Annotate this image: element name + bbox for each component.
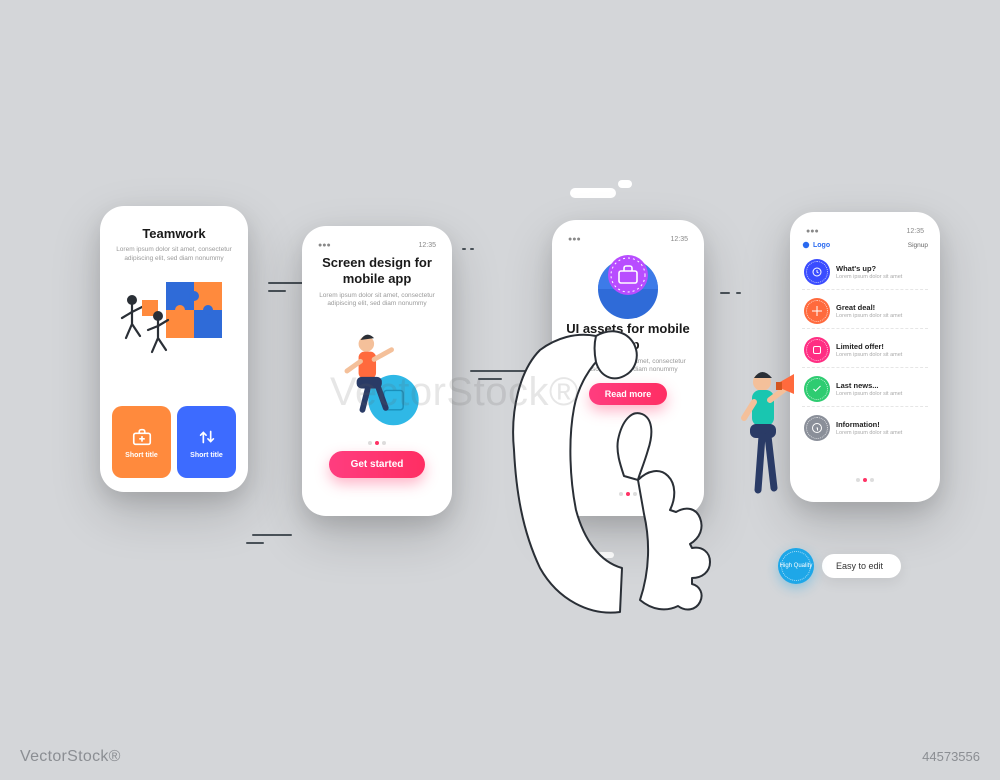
decor-dash (252, 534, 292, 536)
tile-row: Short title Short title (112, 406, 236, 478)
phone1-desc: Lorem ipsum dolor sit amet, consectetur … (115, 246, 233, 264)
item-title: Limited offer! (836, 342, 902, 351)
app-logo: Logo (802, 241, 830, 249)
decor-dash (470, 248, 474, 250)
badge-icon (804, 415, 830, 441)
badge-icon (804, 298, 830, 324)
decor-dash (268, 290, 286, 292)
signup-link[interactable]: Signup (908, 242, 928, 249)
statusbar: ●●● 12:35 (802, 228, 928, 235)
tile-b-label: Short title (190, 452, 223, 459)
watermark-text: VectorStock® (330, 370, 579, 415)
phone3-title: UI assets for mobile app (564, 321, 692, 354)
item-title: Information! (836, 420, 902, 429)
decor-dash (246, 542, 264, 544)
list-item[interactable]: Limited offer! Lorem ipsum dolor sit ame… (802, 333, 928, 368)
logo-text: Logo (813, 242, 830, 249)
swap-arrows-icon (196, 426, 218, 448)
phone2-desc: Lorem ipsum dolor sit amet, consectetur … (317, 292, 437, 310)
status-time: 12:35 (670, 236, 688, 243)
status-signal: ●●● (318, 242, 331, 249)
item-sub: Lorem ipsum dolor sit amet (836, 391, 902, 398)
decor-cloud (598, 552, 614, 558)
phone1-title: Teamwork (142, 226, 205, 242)
read-more-button[interactable]: Read more (589, 383, 668, 405)
tile-arrows[interactable]: Short title (177, 406, 236, 478)
tile-a-label: Short title (125, 452, 158, 459)
phone2-title: Screen design for mobile app (314, 255, 440, 288)
item-title: What's up? (836, 264, 902, 273)
phone-teamwork: Teamwork Lorem ipsum dolor sit amet, con… (100, 206, 248, 492)
badge-icon (804, 376, 830, 402)
status-time: 12:35 (906, 228, 924, 235)
page-dots (619, 492, 637, 496)
item-sub: Lorem ipsum dolor sit amet (836, 352, 902, 359)
briefcase-plus-icon (131, 426, 153, 448)
footer-brand: VectorStock® (20, 748, 121, 766)
page-dots (368, 441, 386, 445)
list-item[interactable]: Information! Lorem ipsum dolor sit amet (802, 411, 928, 445)
easy-chip-label: Easy to edit (822, 554, 901, 578)
phone-list: ●●● 12:35 Logo Signup What's up? Lorem i… (790, 212, 940, 502)
feature-list: What's up? Lorem ipsum dolor sit amet Gr… (802, 255, 928, 445)
item-sub: Lorem ipsum dolor sit amet (836, 313, 902, 320)
list-item[interactable]: Great deal! Lorem ipsum dolor sit amet (802, 294, 928, 329)
statusbar: ●●● 12:35 (564, 236, 692, 243)
item-sub: Lorem ipsum dolor sit amet (836, 430, 902, 437)
seal-text: High Quality (780, 563, 813, 570)
badge-icon (804, 337, 830, 363)
decor-dash (720, 292, 730, 294)
footer-id: 44573556 (922, 749, 980, 764)
status-time: 12:35 (418, 242, 436, 249)
decor-dash (462, 248, 466, 250)
decor-dash (268, 282, 304, 284)
easy-to-edit-pill: High Quality Easy to edit (778, 548, 901, 584)
page-dots (856, 478, 874, 482)
phone-ui-assets: ●●● 12:35 UI assets for mobile app Lorem… (552, 220, 704, 516)
status-signal: ●●● (806, 228, 819, 235)
quality-seal-icon: High Quality (778, 548, 814, 584)
decor-dash (736, 292, 741, 294)
briefcase-badge-illustration (564, 249, 692, 319)
list-item[interactable]: What's up? Lorem ipsum dolor sit amet (802, 255, 928, 290)
status-signal: ●●● (568, 236, 581, 243)
badge-icon (804, 259, 830, 285)
decor-cloud (570, 188, 616, 198)
header-row: Logo Signup (802, 241, 928, 249)
statusbar: ●●● 12:35 (314, 242, 440, 249)
tile-first-aid[interactable]: Short title (112, 406, 171, 478)
item-title: Last news... (836, 381, 902, 390)
decor-cloud (540, 546, 594, 556)
item-sub: Lorem ipsum dolor sit amet (836, 274, 902, 281)
list-item[interactable]: Last news... Lorem ipsum dolor sit amet (802, 372, 928, 407)
item-title: Great deal! (836, 303, 902, 312)
megaphone-person-illustration (738, 370, 794, 505)
canvas: Teamwork Lorem ipsum dolor sit amet, con… (0, 0, 1000, 780)
decor-cloud (618, 180, 632, 188)
get-started-button[interactable]: Get started (329, 451, 426, 478)
teamwork-illustration (112, 272, 236, 362)
phone3-desc: Lorem ipsum dolor sit amet, consectetur … (567, 358, 689, 376)
